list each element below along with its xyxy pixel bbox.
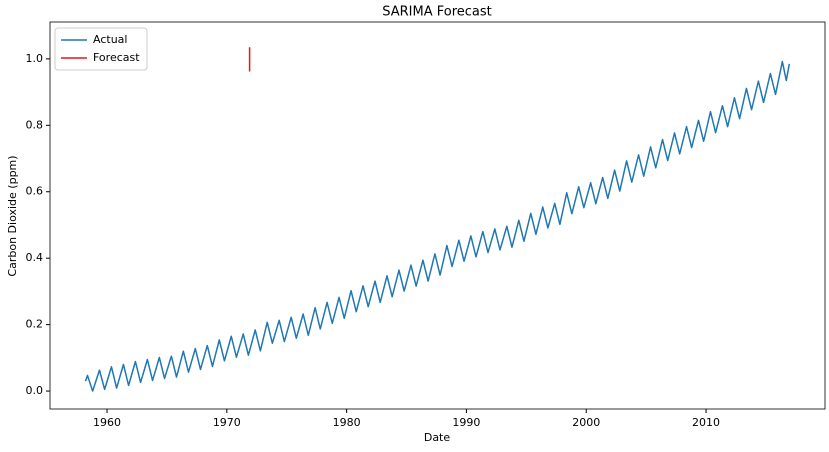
x-tick-label: 1980 [333,416,361,429]
x-tick-label: 1970 [213,416,241,429]
y-tick-label: 0.4 [26,251,44,264]
x-tick-label: 2000 [572,416,600,429]
x-tick-label: 1990 [452,416,480,429]
plot-frame [49,21,826,410]
legend-label: Actual [93,33,127,46]
y-tick-label: 1.0 [26,52,44,65]
x-tick-label: 1960 [93,416,121,429]
y-tick-label: 0.8 [26,118,44,131]
legend-label: Forecast [93,51,140,64]
chart-title: SARIMA Forecast [382,5,492,20]
legend-box [54,27,148,71]
y-tick-label: 0.6 [26,185,44,198]
y-axis-label: Carbon Dioxide (ppm) [6,155,19,276]
series-line [84,60,791,392]
x-axis-label: Date [424,431,451,444]
y-tick-label: 0.0 [26,384,44,397]
y-tick-label: 0.2 [26,318,44,331]
x-tick-label: 2010 [692,416,720,429]
